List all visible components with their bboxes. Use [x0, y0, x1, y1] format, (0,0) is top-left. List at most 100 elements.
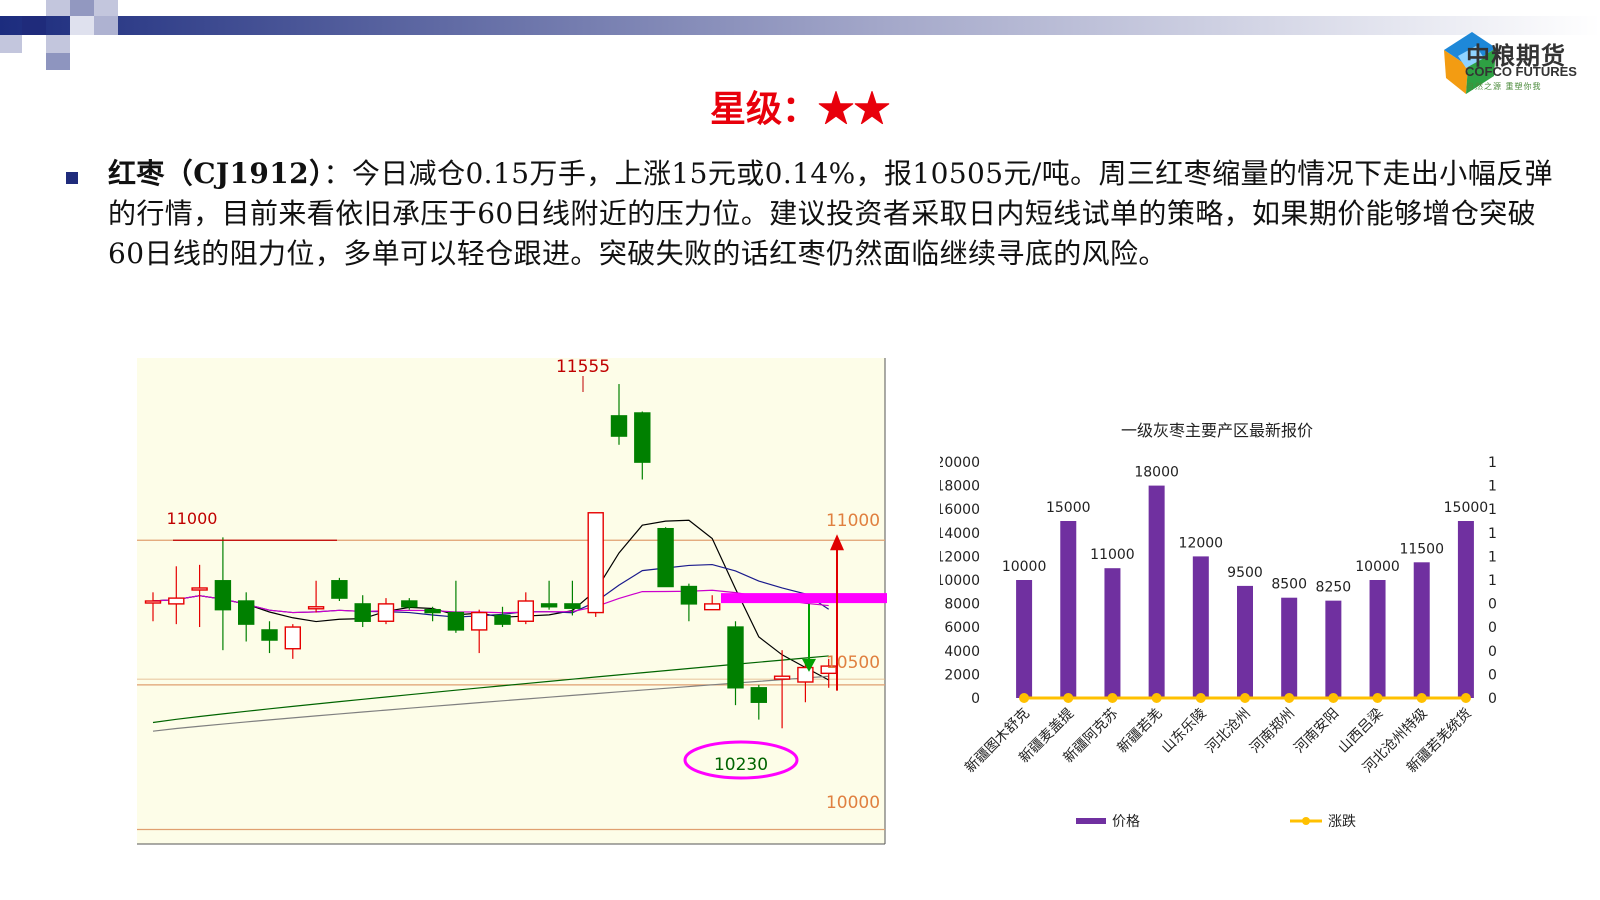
- x-tick-label: 新疆若羌: [1115, 706, 1166, 757]
- legend-change-marker: [1302, 817, 1310, 825]
- candle: [424, 606, 441, 622]
- candle: [144, 592, 162, 622]
- price-bar: [1016, 580, 1033, 698]
- x-tick-label: 河南安阳: [1291, 706, 1342, 757]
- bar-value-label: 15000: [1444, 500, 1489, 516]
- candle: [680, 583, 698, 622]
- candle-body: [144, 600, 162, 604]
- bar-value-label: 10000: [1355, 559, 1400, 575]
- x-tick-label: 山东乐陵: [1159, 706, 1210, 757]
- x-tick-label: 河北沧州: [1202, 705, 1254, 757]
- candle-body: [634, 412, 651, 463]
- rating-label: 星级：: [709, 88, 818, 130]
- candle-body: [284, 626, 302, 650]
- candle: [168, 566, 185, 625]
- candle: [657, 527, 674, 588]
- legend-change-label: 涨跌: [1328, 814, 1356, 830]
- y2-tick-label: 1: [1488, 502, 1497, 518]
- y2-tick-label: 1: [1488, 526, 1497, 542]
- candle-body: [377, 603, 395, 622]
- y2-tick-label: 0: [1488, 667, 1497, 683]
- candle: [401, 598, 418, 610]
- candle: [587, 512, 604, 617]
- candle-body: [657, 527, 674, 588]
- candle-body: [727, 626, 744, 689]
- y2-tick-label: 0: [1488, 620, 1497, 636]
- candle: [331, 577, 348, 601]
- kline-left-level-label: 11000: [167, 509, 218, 528]
- y-tick-label: 4000: [944, 644, 980, 660]
- legend-price-swatch: [1076, 818, 1106, 824]
- change-point: [1416, 693, 1427, 703]
- header-banner: [0, 0, 1600, 70]
- candle: [377, 598, 395, 625]
- bar-value-label: 18000: [1134, 465, 1179, 481]
- change-point: [1328, 693, 1339, 703]
- change-point: [1151, 693, 1162, 703]
- y-tick-label: 6000: [944, 620, 980, 636]
- commentary-body: ：今日减仓0.15万手，上涨15元或0.14%，报10505元/吨。周三红枣缩量…: [108, 157, 1553, 270]
- y2-tick-label: 1: [1488, 479, 1497, 495]
- candle-body: [704, 603, 721, 611]
- bar-chart-title: 一级灰枣主要产区最新报价: [1121, 421, 1313, 440]
- price-bar: [1281, 597, 1298, 698]
- price-bar: [1325, 600, 1342, 698]
- price-bar: [1148, 485, 1165, 698]
- ma-line: [152, 675, 829, 732]
- bar-value-label: 8500: [1271, 577, 1307, 593]
- y-tick-label: 2000: [944, 667, 980, 683]
- candle: [214, 537, 232, 651]
- bar-value-label: 11000: [1090, 547, 1135, 563]
- price-bar: [1457, 521, 1474, 698]
- candle: [261, 621, 278, 654]
- candle-body: [261, 629, 278, 641]
- x-tick-label: 河南郑州: [1247, 706, 1298, 757]
- candle: [564, 580, 581, 616]
- low-highlight-ellipse: [683, 740, 799, 780]
- candle-body: [587, 512, 604, 614]
- cofco-logo-icon: [1444, 32, 1496, 94]
- candle: [517, 592, 534, 625]
- candle-body: [354, 603, 371, 622]
- candle-body: [214, 580, 232, 611]
- change-point: [1195, 693, 1206, 703]
- candle: [471, 609, 488, 654]
- candle-body: [331, 580, 348, 599]
- logo-english-name: COFCO FUTURES: [1465, 64, 1577, 79]
- rating-stars: ★★: [818, 88, 891, 130]
- kline-right-level-10500: 10500: [826, 653, 880, 673]
- price-bar: [1369, 580, 1386, 698]
- change-point: [1460, 693, 1471, 703]
- candle: [191, 564, 208, 628]
- candle-body: [540, 603, 558, 608]
- down-arrow-icon: [802, 658, 816, 672]
- candle-body: [680, 585, 698, 605]
- bar-value-label: 11500: [1399, 541, 1444, 557]
- candle-body: [797, 666, 814, 683]
- bar-value-label: 9500: [1227, 565, 1263, 581]
- commentary-paragraph: 红枣（CJ1912）：今日减仓0.15万手，上涨15元或0.14%，报10505…: [108, 154, 1558, 274]
- y-tick-label: 10000: [940, 573, 980, 589]
- candle-body: [424, 608, 441, 614]
- change-point: [1063, 693, 1074, 703]
- change-point: [1372, 693, 1383, 703]
- y2-tick-label: 0: [1488, 691, 1497, 707]
- price-bar-chart: 一级灰枣主要产区最新报价 002000040000600008000010000…: [940, 421, 1497, 830]
- candle: [284, 624, 302, 659]
- price-bar: [1060, 521, 1077, 698]
- change-point: [1019, 693, 1030, 703]
- candle: [704, 595, 721, 611]
- candle-body: [494, 614, 511, 625]
- y2-tick-label: 1: [1488, 455, 1497, 471]
- candle-body: [517, 600, 534, 622]
- candle-body: [191, 587, 208, 591]
- candle: [727, 621, 744, 706]
- y-tick-label: 8000: [944, 597, 980, 613]
- candle-body: [564, 603, 581, 609]
- price-bar: [1192, 556, 1209, 698]
- candle: [237, 592, 255, 642]
- change-point: [1107, 693, 1118, 703]
